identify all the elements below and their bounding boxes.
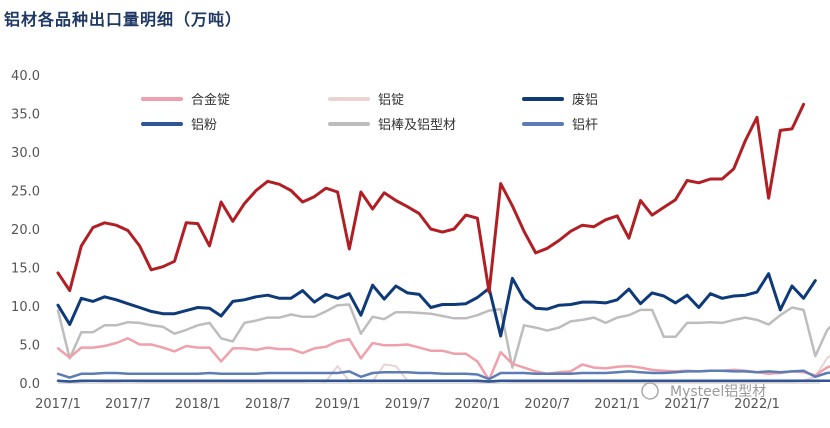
watermark: Mysteel铝型材 [641, 382, 766, 400]
x-tick-label: 2021/7 [664, 397, 710, 412]
series-line [56, 102, 806, 294]
y-tick-label: 15.0 [11, 262, 40, 277]
x-tick-label: 2017/1 [35, 397, 81, 412]
x-tick-label: 2019/7 [385, 397, 431, 412]
y-tick-label: 25.0 [11, 185, 40, 200]
x-tick-label: 2017/7 [105, 397, 151, 412]
chart-title: 铝材各品种出口量明细（万吨） [4, 10, 243, 29]
x-tick-label: 2022/1 [734, 397, 780, 412]
x-axis: 2017/1 2017/7 2018/1 2018/7 2019/1 2019/7 2020… [35, 382, 820, 412]
legend-label: 合金锭 [191, 92, 230, 108]
x-tick-label: 2018/1 [175, 397, 221, 412]
x-tick-label: 2021/1 [594, 397, 640, 412]
x-tick-label: 2018/7 [245, 397, 291, 412]
legend-label: 铝棒及铝型材 [378, 118, 456, 133]
series-line [56, 272, 817, 338]
legend-label: 铝粉 [191, 118, 217, 133]
legend-label: 铝杆 [572, 118, 598, 133]
y-tick-label: 10.0 [11, 300, 40, 315]
legend-label: 废铝 [572, 92, 598, 108]
legend-label: 铝锭 [378, 93, 404, 108]
y-tick-label: 40.0 [11, 69, 40, 84]
series-line [56, 369, 830, 381]
series-lines [56, 102, 830, 383]
y-tick-label: 0.0 [19, 377, 40, 392]
x-tick-label: 2019/1 [315, 397, 361, 412]
y-axis: 0.0 5.0 10.0 15.0 20.0 25.0 30.0 35.0 40.0 [11, 69, 40, 392]
y-tick-label: 20.0 [11, 223, 40, 238]
y-tick-label: 30.0 [11, 146, 40, 161]
wechat-icon [641, 382, 659, 400]
y-tick-label: 35.0 [11, 108, 40, 123]
watermark-text: Mysteel铝型材 [670, 384, 766, 400]
x-tick-label: 2020/7 [524, 397, 570, 412]
y-tick-label: 5.0 [19, 339, 40, 354]
series-line [56, 303, 830, 369]
x-tick-label: 2020/1 [455, 397, 501, 412]
series-line [56, 379, 830, 383]
